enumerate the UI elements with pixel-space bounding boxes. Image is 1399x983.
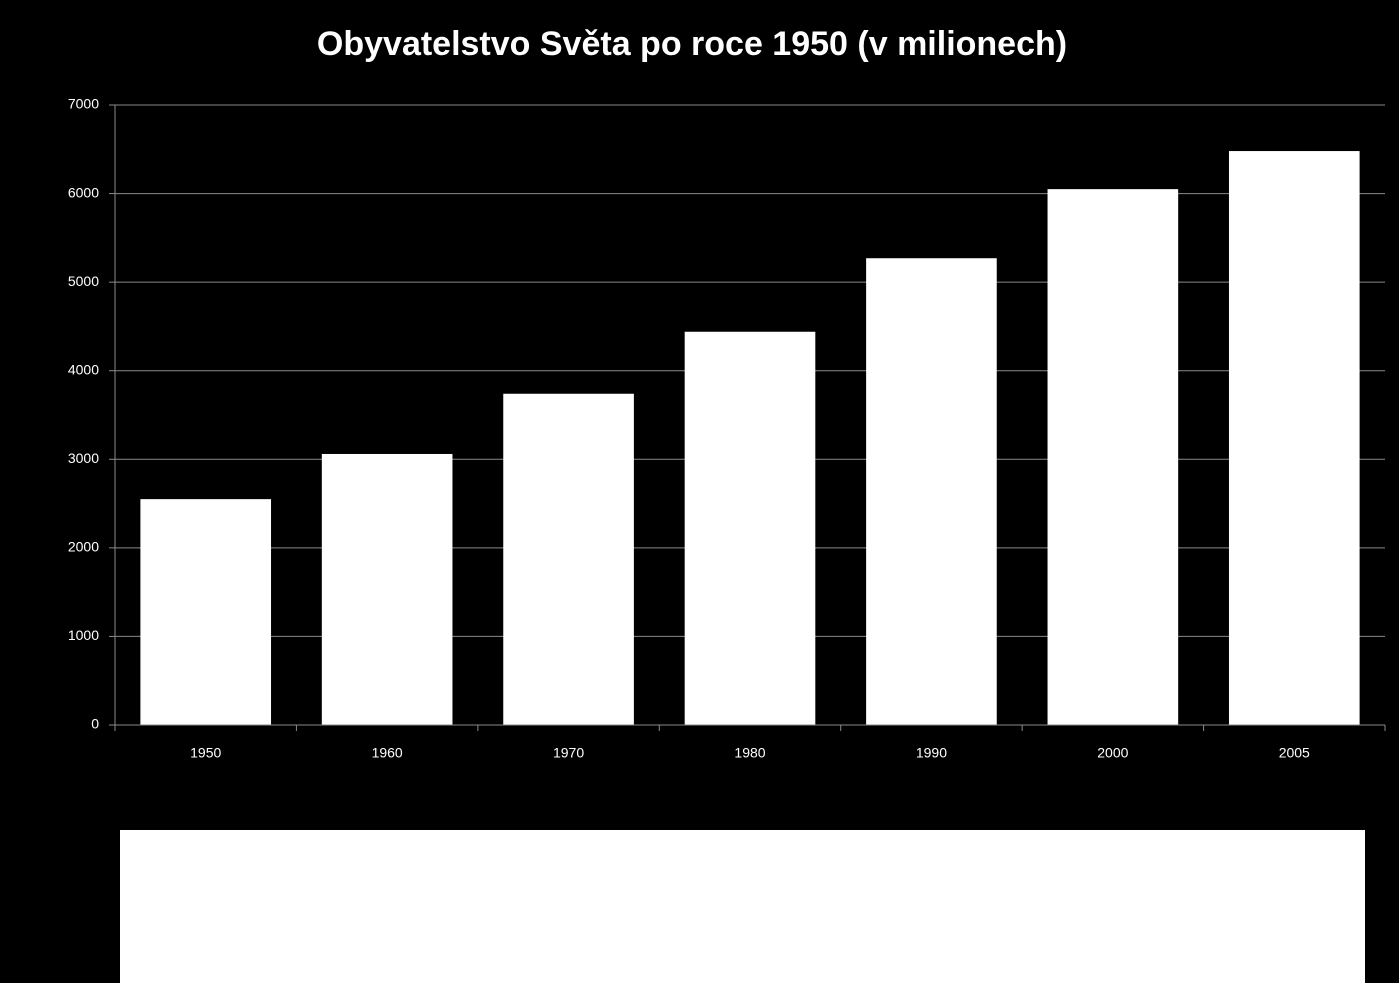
chart-title: Obyvatelstvo Světa po roce 1950 (v milio… bbox=[317, 25, 1067, 63]
x-tick-label: 1960 bbox=[372, 745, 403, 761]
x-tick-label: 2000 bbox=[1097, 745, 1128, 761]
bar bbox=[684, 331, 816, 725]
x-tick-label: 1950 bbox=[190, 745, 221, 761]
x-tick-label: 1990 bbox=[916, 745, 947, 761]
y-tick-label: 7000 bbox=[68, 96, 99, 112]
bar bbox=[321, 453, 453, 725]
bar bbox=[1047, 189, 1179, 726]
bar bbox=[1228, 151, 1360, 726]
x-tick-label: 2005 bbox=[1279, 745, 1310, 761]
blank-panel bbox=[120, 830, 1365, 983]
y-tick-label: 0 bbox=[91, 716, 99, 732]
x-tick-label: 1980 bbox=[734, 745, 765, 761]
bar bbox=[140, 499, 272, 725]
y-tick-label: 5000 bbox=[68, 273, 99, 289]
y-tick-label: 2000 bbox=[68, 539, 99, 555]
bar bbox=[503, 393, 634, 725]
y-tick-label: 3000 bbox=[68, 450, 99, 466]
y-tick-label: 1000 bbox=[68, 627, 99, 643]
y-tick-label: 4000 bbox=[68, 361, 99, 377]
bar bbox=[866, 258, 997, 725]
y-tick-label: 6000 bbox=[68, 184, 99, 200]
x-tick-label: 1970 bbox=[553, 745, 584, 761]
